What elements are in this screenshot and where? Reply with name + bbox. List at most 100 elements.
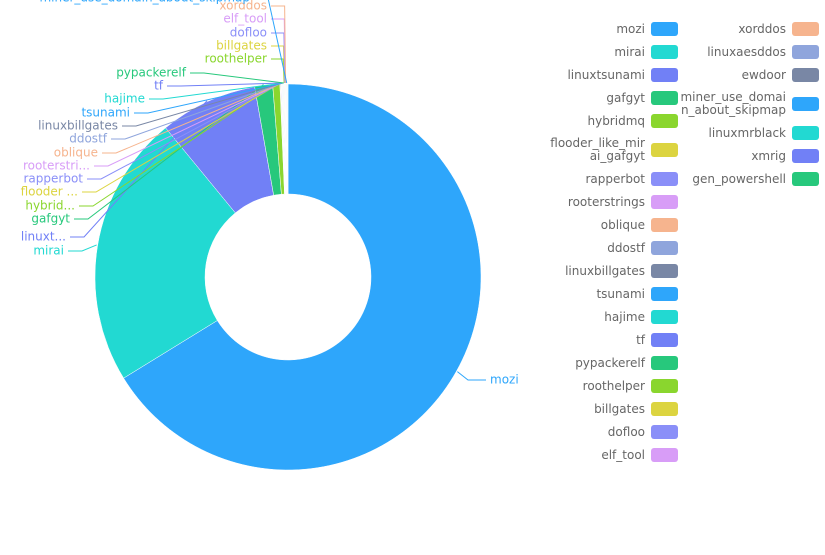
legend-label: roothelper xyxy=(582,378,645,393)
legend-item[interactable]: miner_use_domain_about_skipmap xyxy=(674,91,819,117)
legend-item[interactable]: hybridmq xyxy=(549,114,678,128)
label-line xyxy=(190,72,284,84)
label-line xyxy=(68,244,97,252)
slice-label: hajime xyxy=(104,92,145,106)
legend-item[interactable]: mozi xyxy=(549,22,678,36)
legend-item[interactable]: tf xyxy=(549,333,678,347)
slice-label: hybrid... xyxy=(25,199,75,213)
label-line xyxy=(271,5,287,84)
label-line xyxy=(271,18,286,84)
legend-item[interactable]: linuxaesddos xyxy=(674,45,819,59)
legend-swatch xyxy=(651,425,678,439)
legend-label: hajime xyxy=(604,309,645,324)
slice-label: tf xyxy=(154,79,164,93)
legend-swatch xyxy=(651,264,678,278)
legend-item[interactable]: linuxbillgates xyxy=(549,264,678,278)
legend-label: tsunami xyxy=(596,286,645,301)
legend-swatch xyxy=(792,45,819,59)
legend-swatch xyxy=(651,356,678,370)
legend-item[interactable]: ewdoor xyxy=(674,68,819,82)
legend-item[interactable]: xorddos xyxy=(674,22,819,36)
legend-swatch xyxy=(651,195,678,209)
legend-swatch xyxy=(792,97,819,111)
slice-label: mozi xyxy=(490,373,519,387)
legend-swatch xyxy=(792,172,819,186)
legend-label: hybridmq xyxy=(587,113,645,128)
slice-label: linuxt... xyxy=(21,230,66,244)
legend-swatch xyxy=(651,143,678,157)
legend-swatch xyxy=(651,172,678,186)
legend-label: tf xyxy=(636,332,645,347)
label-line xyxy=(79,82,277,207)
legend-item[interactable]: gafgyt xyxy=(549,91,678,105)
legend-swatch xyxy=(651,218,678,232)
legend-item[interactable]: roothelper xyxy=(549,379,678,393)
legend-label: pypackerelf xyxy=(575,355,645,370)
slice-label: elf_tool xyxy=(223,12,267,26)
legend-label: xmrig xyxy=(751,148,786,163)
legend-label: flooder_like_mirai_gafgyt xyxy=(550,136,645,163)
label-line xyxy=(70,100,208,238)
legend-swatch xyxy=(792,126,819,140)
slice xyxy=(94,127,236,379)
legend-swatch xyxy=(651,68,678,82)
legend-swatch xyxy=(651,333,678,347)
legend-item[interactable]: dofloo xyxy=(549,425,678,439)
legend-label: linuxbillgates xyxy=(565,263,645,278)
slice xyxy=(123,83,482,471)
legend-item[interactable]: rapperbot xyxy=(549,172,678,186)
legend-label: billgates xyxy=(594,401,645,416)
label-line xyxy=(94,82,282,167)
slice-label: rooterstri... xyxy=(23,159,90,173)
legend-label: ddostf xyxy=(607,240,645,255)
legend-item[interactable]: linuxtsunami xyxy=(549,68,678,82)
label-line xyxy=(111,82,283,140)
legend-item[interactable]: hajime xyxy=(549,310,678,324)
slice-label: roothelper xyxy=(205,52,267,66)
legend-swatch xyxy=(651,379,678,393)
legend-label: mirai xyxy=(614,44,645,59)
legend-swatch xyxy=(651,45,678,59)
legend-label: miner_use_domain_about_skipmap xyxy=(680,90,786,117)
label-line xyxy=(74,84,264,220)
legend-swatch xyxy=(651,310,678,324)
legend-label: oblique xyxy=(600,217,645,232)
legend-item[interactable]: oblique xyxy=(549,218,678,232)
slice-label: dofloo xyxy=(230,26,267,40)
legend-item[interactable]: xmrig xyxy=(674,149,819,163)
legend-swatch xyxy=(792,22,819,36)
legend-swatch xyxy=(792,149,819,163)
legend-swatch xyxy=(651,241,678,255)
legend-label: gen_powershell xyxy=(692,171,786,186)
legend-label: ewdoor xyxy=(741,67,786,82)
slice-label: gafgyt xyxy=(31,212,70,226)
legend-label: rooterstrings xyxy=(567,194,645,209)
slice-label: xorddos xyxy=(219,0,267,13)
legend-label: dofloo xyxy=(607,424,645,439)
legend-item[interactable]: flooder_like_mirai_gafgyt xyxy=(549,137,678,163)
label-line xyxy=(167,82,284,87)
legend-label: elf_tool xyxy=(601,447,645,462)
legend-item[interactable]: linuxmrblack xyxy=(674,126,819,140)
legend-item[interactable]: ddostf xyxy=(549,241,678,255)
legend-swatch xyxy=(651,287,678,301)
legend-label: mozi xyxy=(616,21,645,36)
legend-item[interactable]: gen_powershell xyxy=(674,172,819,186)
slice-label: mirai xyxy=(33,244,64,258)
legend-item[interactable]: elf_tool xyxy=(549,448,678,462)
legend-item[interactable]: tsunami xyxy=(549,287,678,301)
label-line xyxy=(271,32,286,84)
slice-label: flooder ... xyxy=(21,185,78,199)
slice-label: oblique xyxy=(54,146,98,160)
legend-label: linuxtsunami xyxy=(567,67,645,82)
legend-item[interactable]: rooterstrings xyxy=(549,195,678,209)
legend-item[interactable]: mirai xyxy=(549,45,678,59)
legend-swatch xyxy=(651,114,678,128)
label-line xyxy=(82,82,281,193)
legend-label: gafgyt xyxy=(606,90,645,105)
legend-item[interactable]: billgates xyxy=(549,402,678,416)
legend-item[interactable]: pypackerelf xyxy=(549,356,678,370)
legend-label: rapperbot xyxy=(585,171,645,186)
